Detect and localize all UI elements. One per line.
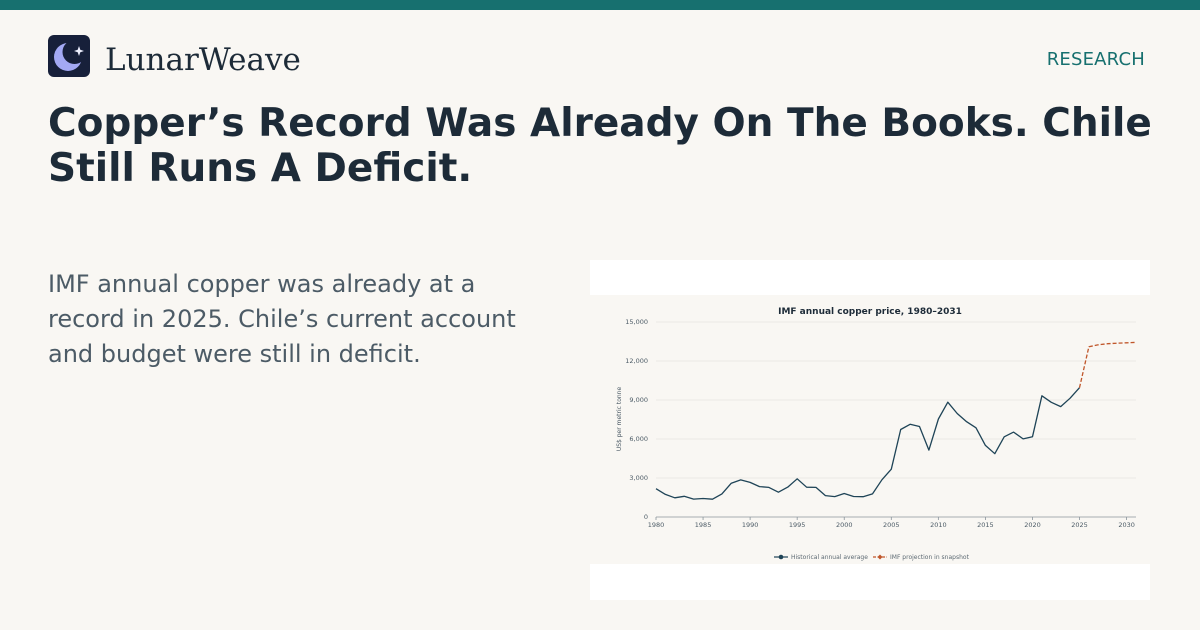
- legend-projection-label: IMF projection in snapshot: [890, 554, 970, 561]
- crescent-moon-svg: [54, 40, 87, 71]
- axes: 0 3,000 6,000 9,000 12,000 15,000 1980 1985 1990…: [625, 318, 1136, 529]
- chart-title: IMF annual copper price, 1980–2031: [778, 307, 962, 317]
- x-tick-label: 2005: [883, 521, 900, 529]
- x-tick-label: 2010: [930, 521, 947, 529]
- series-lines: [655, 341, 1137, 500]
- historical-series-line: [655, 387, 1080, 500]
- chart-card: IMF annual copper price, 1980–2031 US$ p…: [590, 260, 1150, 600]
- y-tick-label: 0: [644, 513, 648, 521]
- gridlines: [656, 321, 1136, 479]
- brand-name: LunarWeave: [105, 42, 301, 78]
- x-tick-label: 1990: [742, 521, 759, 529]
- research-nav-link[interactable]: RESEARCH: [1046, 49, 1145, 70]
- legend-projection-marker: [877, 554, 883, 560]
- x-tick-label: 2020: [1024, 521, 1041, 529]
- y-tick-label: 6,000: [629, 435, 648, 443]
- x-tick-label: 1980: [648, 521, 665, 529]
- page-headline: Copper’s Record Was Already On The Books…: [48, 101, 1152, 191]
- copper-price-chart: IMF annual copper price, 1980–2031 US$ p…: [616, 307, 1137, 561]
- x-tick-label: 2015: [977, 521, 994, 529]
- x-tick-label: 2000: [836, 521, 853, 529]
- legend-historical-marker: [778, 554, 784, 560]
- top-accent-bar: [0, 0, 1200, 10]
- x-tick-label: 1985: [695, 521, 712, 529]
- crescent-moon-icon: [48, 35, 90, 77]
- chart-plot-background: [590, 295, 1150, 564]
- projection-series-line: [1078, 341, 1137, 388]
- y-tick-label: 9,000: [629, 396, 648, 404]
- y-tick-label: 3,000: [629, 474, 648, 482]
- x-tick-label: 2030: [1118, 521, 1135, 529]
- x-tick-label: 1995: [789, 521, 806, 529]
- legend: Historical annual average IMF projection …: [774, 554, 970, 561]
- x-tick-label: 2025: [1071, 521, 1088, 529]
- legend-historical-label: Historical annual average: [791, 554, 868, 561]
- y-tick-label: 15,000: [625, 318, 648, 326]
- y-axis-label: US$ per metric tonne: [616, 387, 623, 452]
- y-tick-label: 12,000: [625, 357, 648, 365]
- summary-text: IMF annual copper was already at a recor…: [48, 270, 516, 368]
